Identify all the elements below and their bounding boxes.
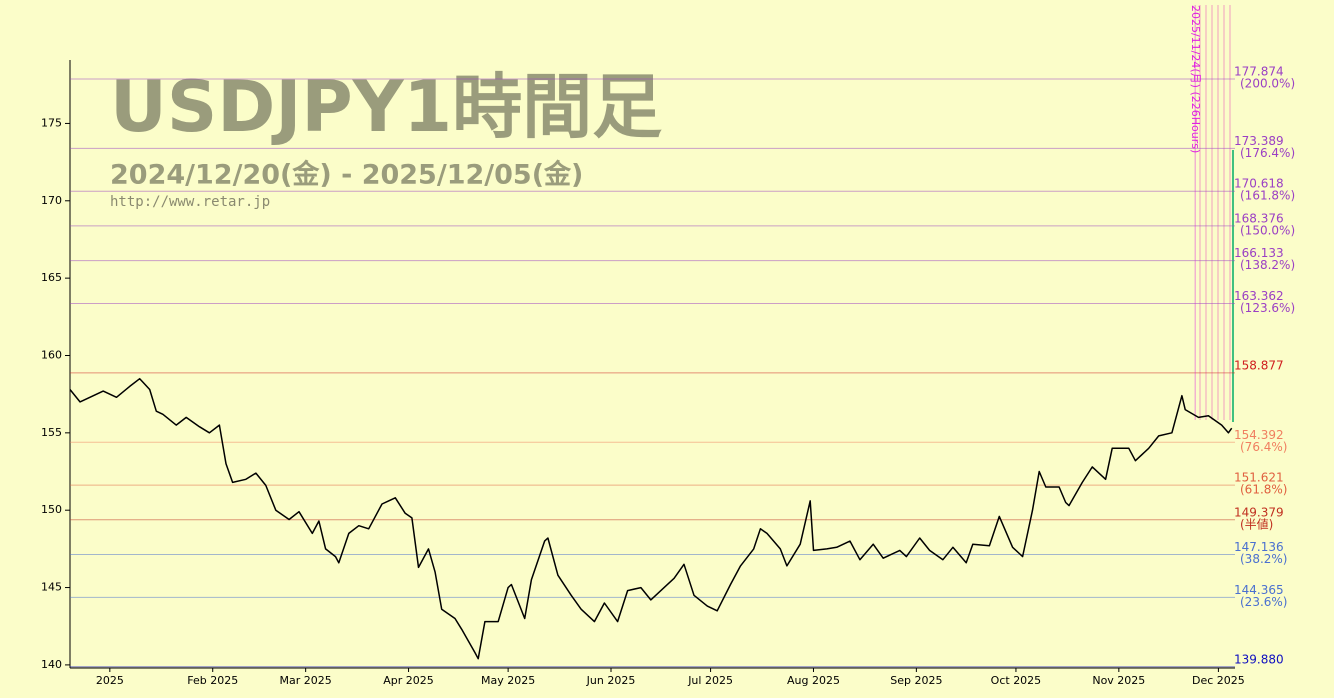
level-value: 151.621 — [1234, 471, 1284, 485]
url: http://www.retar.jp — [110, 194, 270, 210]
level-note: (76.4%) — [1240, 440, 1287, 454]
x-tick-label: Dec 2025 — [1192, 674, 1245, 687]
level-note: (161.8%) — [1240, 189, 1295, 203]
y-tick-label: 150 — [41, 503, 62, 516]
y-tick-label: 160 — [41, 348, 62, 361]
y-tick-label: 145 — [41, 581, 62, 594]
level-value: 147.136 — [1234, 540, 1284, 554]
x-tick-label: Jul 2025 — [687, 674, 733, 687]
level-value: 149.379 — [1234, 505, 1284, 519]
x-tick-label: Aug 2025 — [787, 674, 840, 687]
level-note: (半値) — [1240, 516, 1273, 531]
x-tick-label: Apr 2025 — [383, 674, 434, 687]
y-tick-label: 165 — [41, 271, 62, 284]
y-tick-label: 170 — [41, 194, 62, 207]
level-value: 158.877 — [1234, 358, 1284, 372]
annotation-label: 2025/11/24(月) (226Hours) — [1189, 5, 1202, 153]
level-note: (200.0%) — [1240, 76, 1295, 90]
level-value: 154.392 — [1234, 428, 1284, 442]
x-tick-label: Jun 2025 — [586, 674, 636, 687]
price-line — [69, 377, 1233, 660]
level-note: (176.4%) — [1240, 146, 1295, 160]
level-value: 168.376 — [1234, 211, 1284, 225]
level-value: 173.389 — [1234, 134, 1284, 148]
level-value: 177.874 — [1234, 64, 1284, 78]
x-tick-label: Nov 2025 — [1092, 674, 1145, 687]
x-tick-label: Oct 2025 — [991, 674, 1042, 687]
level-value: 144.365 — [1234, 583, 1284, 597]
x-tick-label: May 2025 — [481, 674, 535, 687]
level-value: 170.618 — [1234, 177, 1284, 191]
level-note: (38.2%) — [1240, 552, 1287, 566]
x-tick-label: Sep 2025 — [890, 674, 942, 687]
level-value: 166.133 — [1234, 246, 1284, 260]
time-lines — [1199, 5, 1234, 422]
level-note: (61.8%) — [1240, 483, 1287, 497]
x-tick-label: 2025 — [96, 674, 124, 687]
level-value: 163.362 — [1234, 289, 1284, 303]
chart-subtitle: 2024/12/20(金) - 2025/12/05(金) — [110, 159, 583, 191]
level-note: (138.2%) — [1240, 258, 1295, 272]
level-note: (150.0%) — [1240, 223, 1295, 237]
y-tick-label: 140 — [41, 658, 62, 671]
level-value: 139.880 — [1234, 652, 1284, 666]
x-tick-label: Feb 2025 — [187, 674, 238, 687]
x-tick-label: Mar 2025 — [280, 674, 332, 687]
y-tick-label: 175 — [41, 116, 62, 129]
level-note: (23.6%) — [1240, 595, 1287, 609]
chart-title: USDJPY1時間足 — [110, 66, 662, 148]
level-note: (123.6%) — [1240, 301, 1295, 315]
y-tick-label: 155 — [41, 426, 62, 439]
